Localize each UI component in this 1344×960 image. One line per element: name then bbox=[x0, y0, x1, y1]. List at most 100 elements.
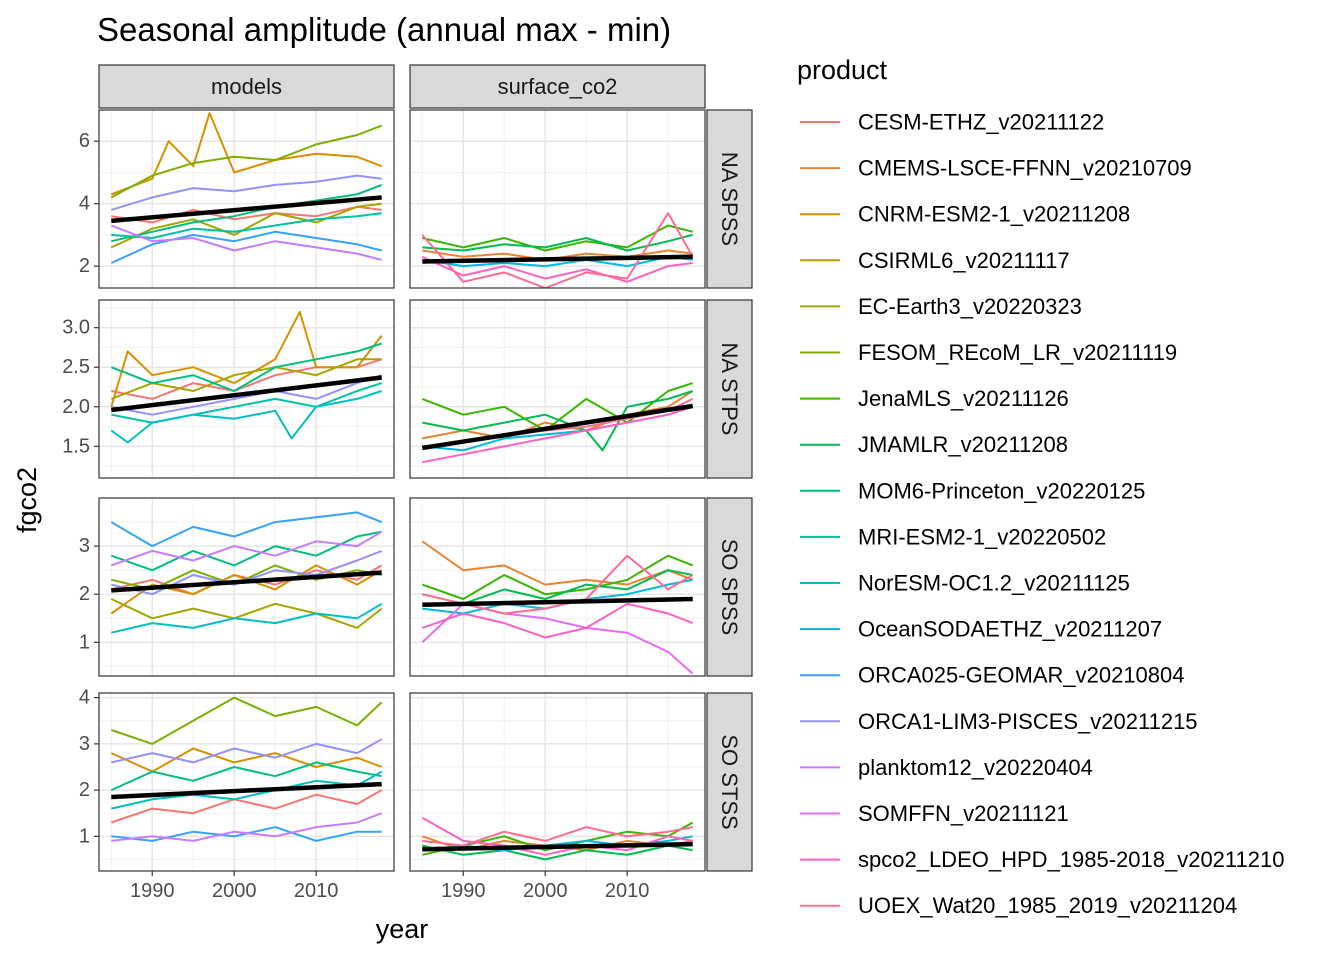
panel-so-spss-models bbox=[98, 497, 395, 677]
panel-so-stss-surface-co2 bbox=[409, 692, 706, 872]
series-group bbox=[421, 816, 694, 861]
series-group bbox=[421, 212, 694, 288]
x-tick-label: 2000 bbox=[212, 880, 257, 902]
series-line-noresm-oc1-2-v20211125 bbox=[111, 602, 383, 634]
legend-item: spco2_LDEO_HPD_1985-2018_v20211210 bbox=[800, 847, 1284, 872]
y-tick-label: 2 bbox=[79, 779, 90, 801]
legend-item: ORCA1-LIM3-PISCES_v20211215 bbox=[800, 709, 1198, 734]
legend-item: CESM-ETHZ_v20211122 bbox=[800, 110, 1104, 135]
panel-na-stps-models bbox=[98, 299, 395, 479]
series-line-planktom12-v20220404 bbox=[111, 812, 383, 842]
series-line-planktom12-v20220404 bbox=[110, 224, 382, 261]
trend-line bbox=[111, 781, 382, 800]
trend-line bbox=[422, 254, 693, 264]
series-line-jenamls-v20211126 bbox=[422, 224, 693, 252]
panel-background bbox=[99, 300, 394, 478]
legend-label: JMAMLR_v20211208 bbox=[858, 432, 1068, 457]
strip-surface-co2: surface_co2 bbox=[409, 64, 706, 109]
x-tick-label: 2010 bbox=[294, 880, 339, 902]
series-line-orca025-geomar-v20210804 bbox=[110, 511, 383, 548]
strip-label: NA STPS bbox=[717, 343, 742, 436]
panel-na-spss-surface-co2 bbox=[409, 109, 706, 289]
strip-label: models bbox=[211, 74, 282, 99]
series-line-jmamlr-v20211208 bbox=[422, 844, 693, 861]
strip-label: SO SPSS bbox=[717, 539, 742, 636]
panel-so-spss-surface-co2 bbox=[409, 497, 706, 677]
y-tick-label: 3 bbox=[79, 733, 90, 755]
series-group bbox=[421, 382, 694, 464]
series-line-jmamlr-v20211208 bbox=[422, 233, 693, 252]
trend-line bbox=[111, 375, 382, 413]
panel-so-stss-models bbox=[98, 692, 395, 872]
legend-label: planktom12_v20220404 bbox=[858, 755, 1093, 780]
series-line-orca1-lim3-pisces-v20211215 bbox=[111, 174, 382, 211]
series-line-fesom-recom-lr-v20211119 bbox=[110, 124, 383, 199]
series-line-jmamlr-v20211208 bbox=[422, 569, 693, 605]
y-tick-label: 2 bbox=[79, 255, 90, 277]
series-group bbox=[110, 511, 383, 634]
legend-label: CNRM-ESM2-1_v20211208 bbox=[858, 202, 1130, 227]
series-line-ec-earth3-v20220323 bbox=[110, 202, 382, 249]
legend-item: CSIRML6_v20211117 bbox=[800, 248, 1070, 273]
legend-label: NorESM-OC1.2_v20211125 bbox=[858, 571, 1130, 596]
y-tick-label: 1 bbox=[79, 825, 90, 847]
series-line-ec-earth3-v20220323 bbox=[110, 358, 382, 400]
strip-na-spss: NA SPSS bbox=[706, 109, 753, 289]
strip-so-stss: SO STSS bbox=[706, 692, 753, 872]
series-line-spco2-ldeo-hpd-1985-2018-v20211210 bbox=[421, 255, 693, 283]
y-tick-label: 3 bbox=[79, 535, 90, 557]
series-line-mom6-princeton-v20220125 bbox=[111, 183, 383, 243]
panel-border bbox=[98, 497, 395, 677]
trend-line bbox=[422, 841, 693, 852]
chart-title: Seasonal amplitude (annual max - min) bbox=[97, 11, 671, 48]
x-tick-label: 2000 bbox=[523, 880, 568, 902]
trend-line bbox=[421, 403, 694, 451]
legend-item: CMEMS-LSCE-FFNN_v20210709 bbox=[800, 156, 1192, 181]
legend: product CESM-ETHZ_v20211122 CMEMS-LSCE-FF… bbox=[797, 55, 1284, 918]
series-line-mri-esm2-1-v20220502 bbox=[111, 212, 382, 239]
series-line-mom6-princeton-v20220125 bbox=[110, 761, 382, 792]
x-tick-label: 1990 bbox=[441, 880, 486, 902]
series-line-mom6-princeton-v20220125 bbox=[110, 342, 383, 392]
series-line-planktom12-v20220404 bbox=[110, 530, 383, 567]
strip-label: NA SPSS bbox=[717, 152, 742, 246]
legend-item: JenaMLS_v20211126 bbox=[800, 386, 1069, 411]
series-line-jenamls-v20211126 bbox=[421, 382, 694, 432]
series-line-cesm-ethz-v20211122 bbox=[110, 789, 383, 824]
legend-item: NorESM-OC1.2_v20211125 bbox=[800, 571, 1130, 596]
panel-na-spss-models bbox=[98, 109, 395, 289]
panel-border bbox=[409, 497, 706, 677]
series-line-fesom-recom-lr-v20211119 bbox=[110, 696, 383, 745]
series-group bbox=[110, 696, 383, 842]
series-line-uoex-wat20-1985-2019-v20211204 bbox=[421, 212, 694, 288]
panel-border bbox=[409, 299, 706, 479]
y-tick-label: 2.0 bbox=[62, 396, 90, 418]
y-tick-label: 2.5 bbox=[62, 356, 90, 378]
trend-line bbox=[111, 570, 382, 593]
series-line-orca025-geomar-v20210804 bbox=[110, 230, 382, 264]
y-tick-label: 3.0 bbox=[62, 317, 90, 339]
legend-label: EC-Earth3_v20220323 bbox=[858, 294, 1082, 319]
panel-na-stps-surface-co2 bbox=[409, 299, 706, 479]
series-line-ec-earth3-v20220323 bbox=[110, 598, 383, 629]
legend-label: FESOM_REcoM_LR_v20211119 bbox=[858, 340, 1177, 365]
strip-label: surface_co2 bbox=[498, 74, 618, 99]
panel-border bbox=[409, 109, 706, 289]
series-line-mom6-princeton-v20220125 bbox=[110, 530, 382, 572]
strip-label: SO STSS bbox=[717, 734, 742, 829]
y-tick-label: 6 bbox=[79, 130, 90, 152]
x-tick-label: 1990 bbox=[130, 880, 175, 902]
legend-label: MRI-ESM2-1_v20220502 bbox=[858, 524, 1106, 549]
series-line-cnrm-esm2-1-v20211208 bbox=[110, 112, 383, 196]
series-line-cnrm-esm2-1-v20211208 bbox=[110, 747, 383, 773]
y-tick-label: 4 bbox=[79, 687, 90, 709]
legend-title: product bbox=[797, 55, 888, 85]
legend-item: MOM6-Princeton_v20220125 bbox=[800, 478, 1145, 503]
series-line-orca025-geomar-v20210804 bbox=[111, 826, 382, 842]
legend-label: UOEX_Wat20_1985_2019_v20211204 bbox=[858, 893, 1237, 918]
series-group bbox=[110, 310, 383, 444]
legend-label: CMEMS-LSCE-FFNN_v20210709 bbox=[858, 156, 1192, 181]
strip-models: models bbox=[98, 64, 395, 109]
y-tick-label: 4 bbox=[79, 193, 90, 215]
